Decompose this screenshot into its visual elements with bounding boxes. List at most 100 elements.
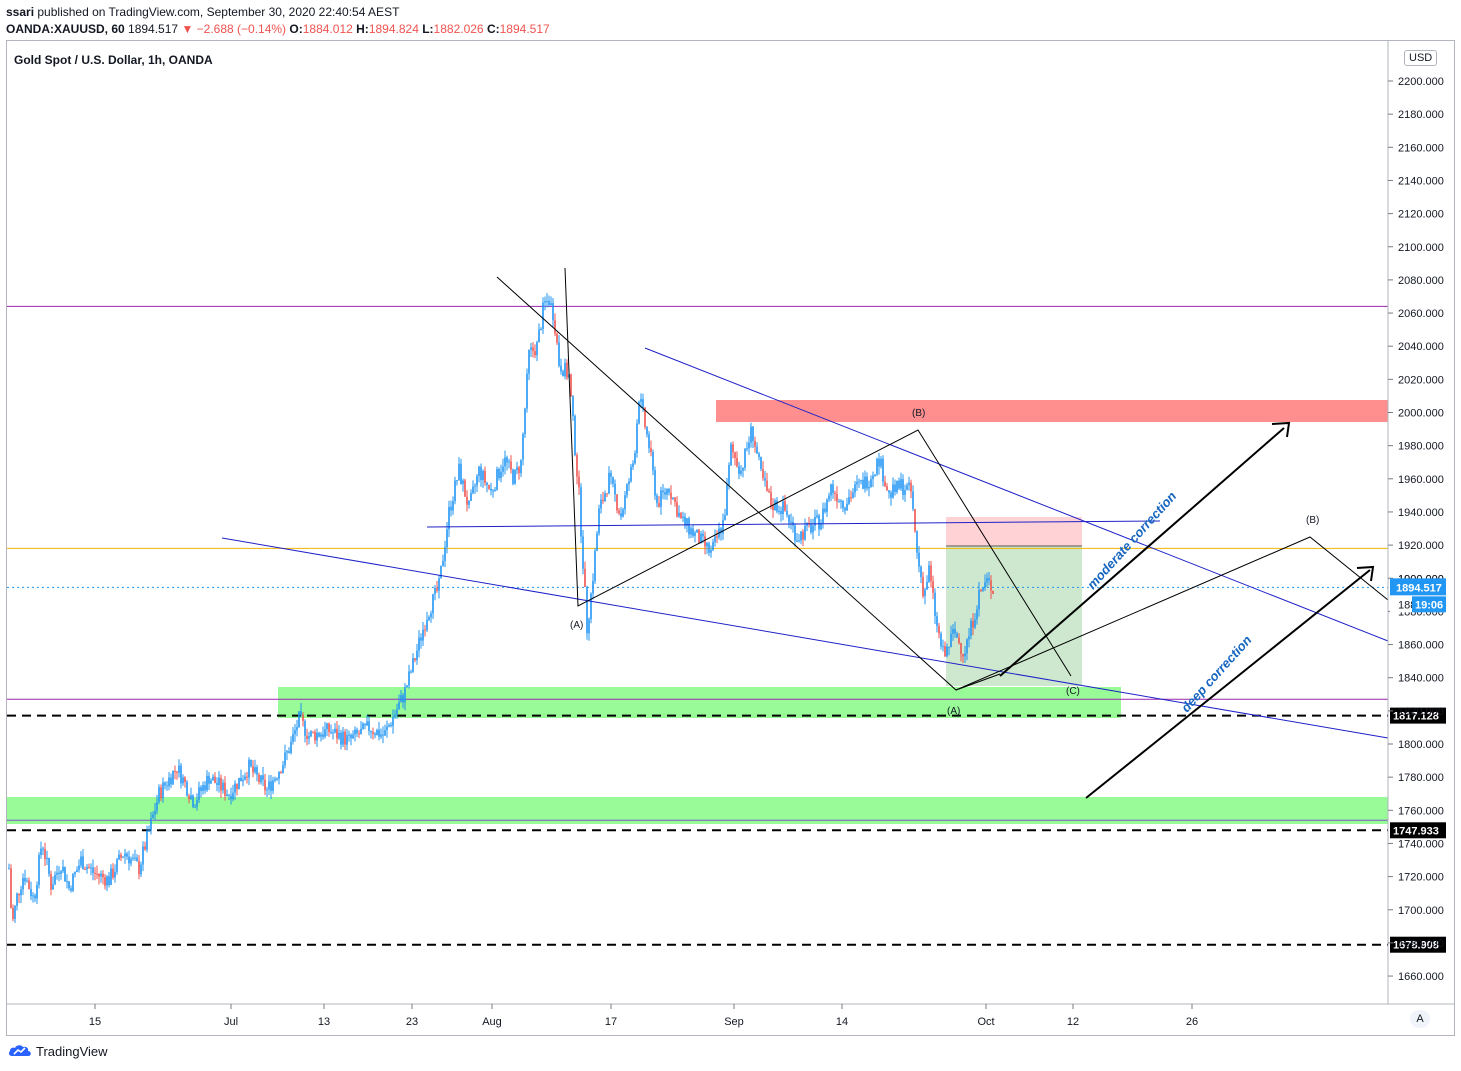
candle-body	[102, 873, 104, 878]
candle-body	[22, 877, 24, 890]
candle-body	[320, 734, 322, 737]
candle-body	[766, 480, 768, 491]
candle-body	[10, 868, 12, 908]
candle-body	[178, 765, 180, 773]
candle-body	[854, 484, 856, 493]
candle-body	[652, 451, 654, 471]
candle-body	[248, 759, 250, 778]
chart-frame[interactable]	[6, 40, 1455, 1036]
horizontal-lines-layer: 1817.128 1747.933 1678.908	[7, 305, 1446, 953]
candle-body	[842, 500, 844, 509]
candle-body	[108, 876, 110, 885]
candle-body	[574, 416, 576, 455]
candle-body	[900, 479, 902, 489]
candle-body	[746, 448, 748, 450]
candle-body	[388, 724, 390, 727]
candle-body	[128, 856, 130, 864]
candle-body	[506, 457, 508, 463]
candle-body	[902, 479, 904, 495]
candle-body	[306, 735, 308, 739]
candle-body	[936, 616, 938, 626]
candle-body	[212, 776, 214, 781]
candle-body	[726, 484, 728, 516]
candle-body	[60, 871, 62, 874]
candle-body	[702, 533, 704, 537]
x-tick-label: 13	[318, 1016, 330, 1028]
deep-arrowhead	[1356, 565, 1375, 582]
candle-body	[696, 529, 698, 533]
candle-body	[794, 525, 796, 541]
candle-body	[704, 536, 706, 547]
candle-body	[914, 508, 916, 532]
candle-body	[908, 482, 910, 486]
candle-body	[12, 907, 14, 919]
auto-scale-button[interactable]: A	[1410, 1010, 1430, 1028]
candle-body	[840, 500, 842, 502]
candle-body	[928, 565, 930, 582]
candle-body	[150, 818, 152, 831]
candle-body	[250, 759, 252, 767]
y-tick-label: 1800.000	[1398, 739, 1444, 751]
abc-wave	[564, 267, 1072, 677]
candle-body	[714, 536, 716, 543]
candle-body	[392, 716, 394, 726]
candles-layer	[8, 293, 994, 924]
candle-body	[730, 444, 732, 466]
candle-body	[64, 866, 66, 882]
candle-body	[456, 480, 458, 482]
candle-body	[210, 780, 212, 784]
candle-body	[964, 653, 966, 657]
candle-body	[232, 792, 234, 800]
candle-body	[344, 731, 346, 745]
candle-body	[532, 347, 534, 352]
candle-body	[590, 593, 592, 620]
candle-body	[970, 620, 972, 637]
candle-body	[474, 485, 476, 487]
candle-body	[610, 472, 612, 477]
x-tick-label: 12	[1067, 1016, 1079, 1028]
candle-body	[700, 533, 702, 544]
candle-body	[662, 490, 664, 493]
tradingview-logo[interactable]: TradingView	[8, 1043, 108, 1059]
candle-body	[712, 542, 714, 551]
wave-label-3: (C)	[1066, 686, 1080, 697]
currency-button[interactable]: USD	[1404, 50, 1438, 66]
candle-body	[872, 475, 874, 480]
candle-body	[580, 487, 582, 537]
candle-body	[416, 650, 418, 661]
candle-body	[242, 779, 244, 782]
x-tick-label: 26	[1186, 1016, 1198, 1028]
candle-body	[334, 728, 336, 733]
hline-label-4: 1817.128	[1393, 711, 1439, 723]
candle-body	[448, 506, 450, 530]
candle-body	[512, 469, 514, 484]
candle-body	[988, 577, 990, 581]
candle-body	[920, 566, 922, 577]
hline-label-bg-4	[1390, 707, 1446, 724]
last-price-label: 1894.517	[1396, 582, 1442, 594]
candle-body	[166, 785, 168, 787]
candle-body	[104, 877, 106, 886]
y-tick-label-partial2: 188	[1398, 599, 1416, 611]
candle-body	[654, 470, 656, 496]
candle-body	[342, 731, 344, 745]
candle-body	[510, 461, 512, 470]
symbol-name[interactable]: OANDA:XAUUSD, 60	[6, 22, 125, 36]
candle-body	[180, 765, 182, 784]
candle-body	[298, 711, 300, 728]
candle-body	[728, 465, 730, 485]
publisher-name[interactable]: ssari	[6, 5, 35, 19]
y-tick-label: 2180.000	[1398, 109, 1444, 121]
candle-body	[450, 506, 452, 511]
candle-body	[382, 734, 384, 736]
candle-body	[78, 865, 80, 870]
y-tick-label: 1860.000	[1398, 640, 1444, 652]
candle-body	[384, 730, 386, 736]
candle-body	[24, 877, 26, 882]
y-tick-label: 1660.000	[1398, 971, 1444, 983]
candle-body	[824, 508, 826, 512]
candle-body	[472, 486, 474, 494]
candle-body	[684, 516, 686, 526]
candle-body	[618, 510, 620, 514]
